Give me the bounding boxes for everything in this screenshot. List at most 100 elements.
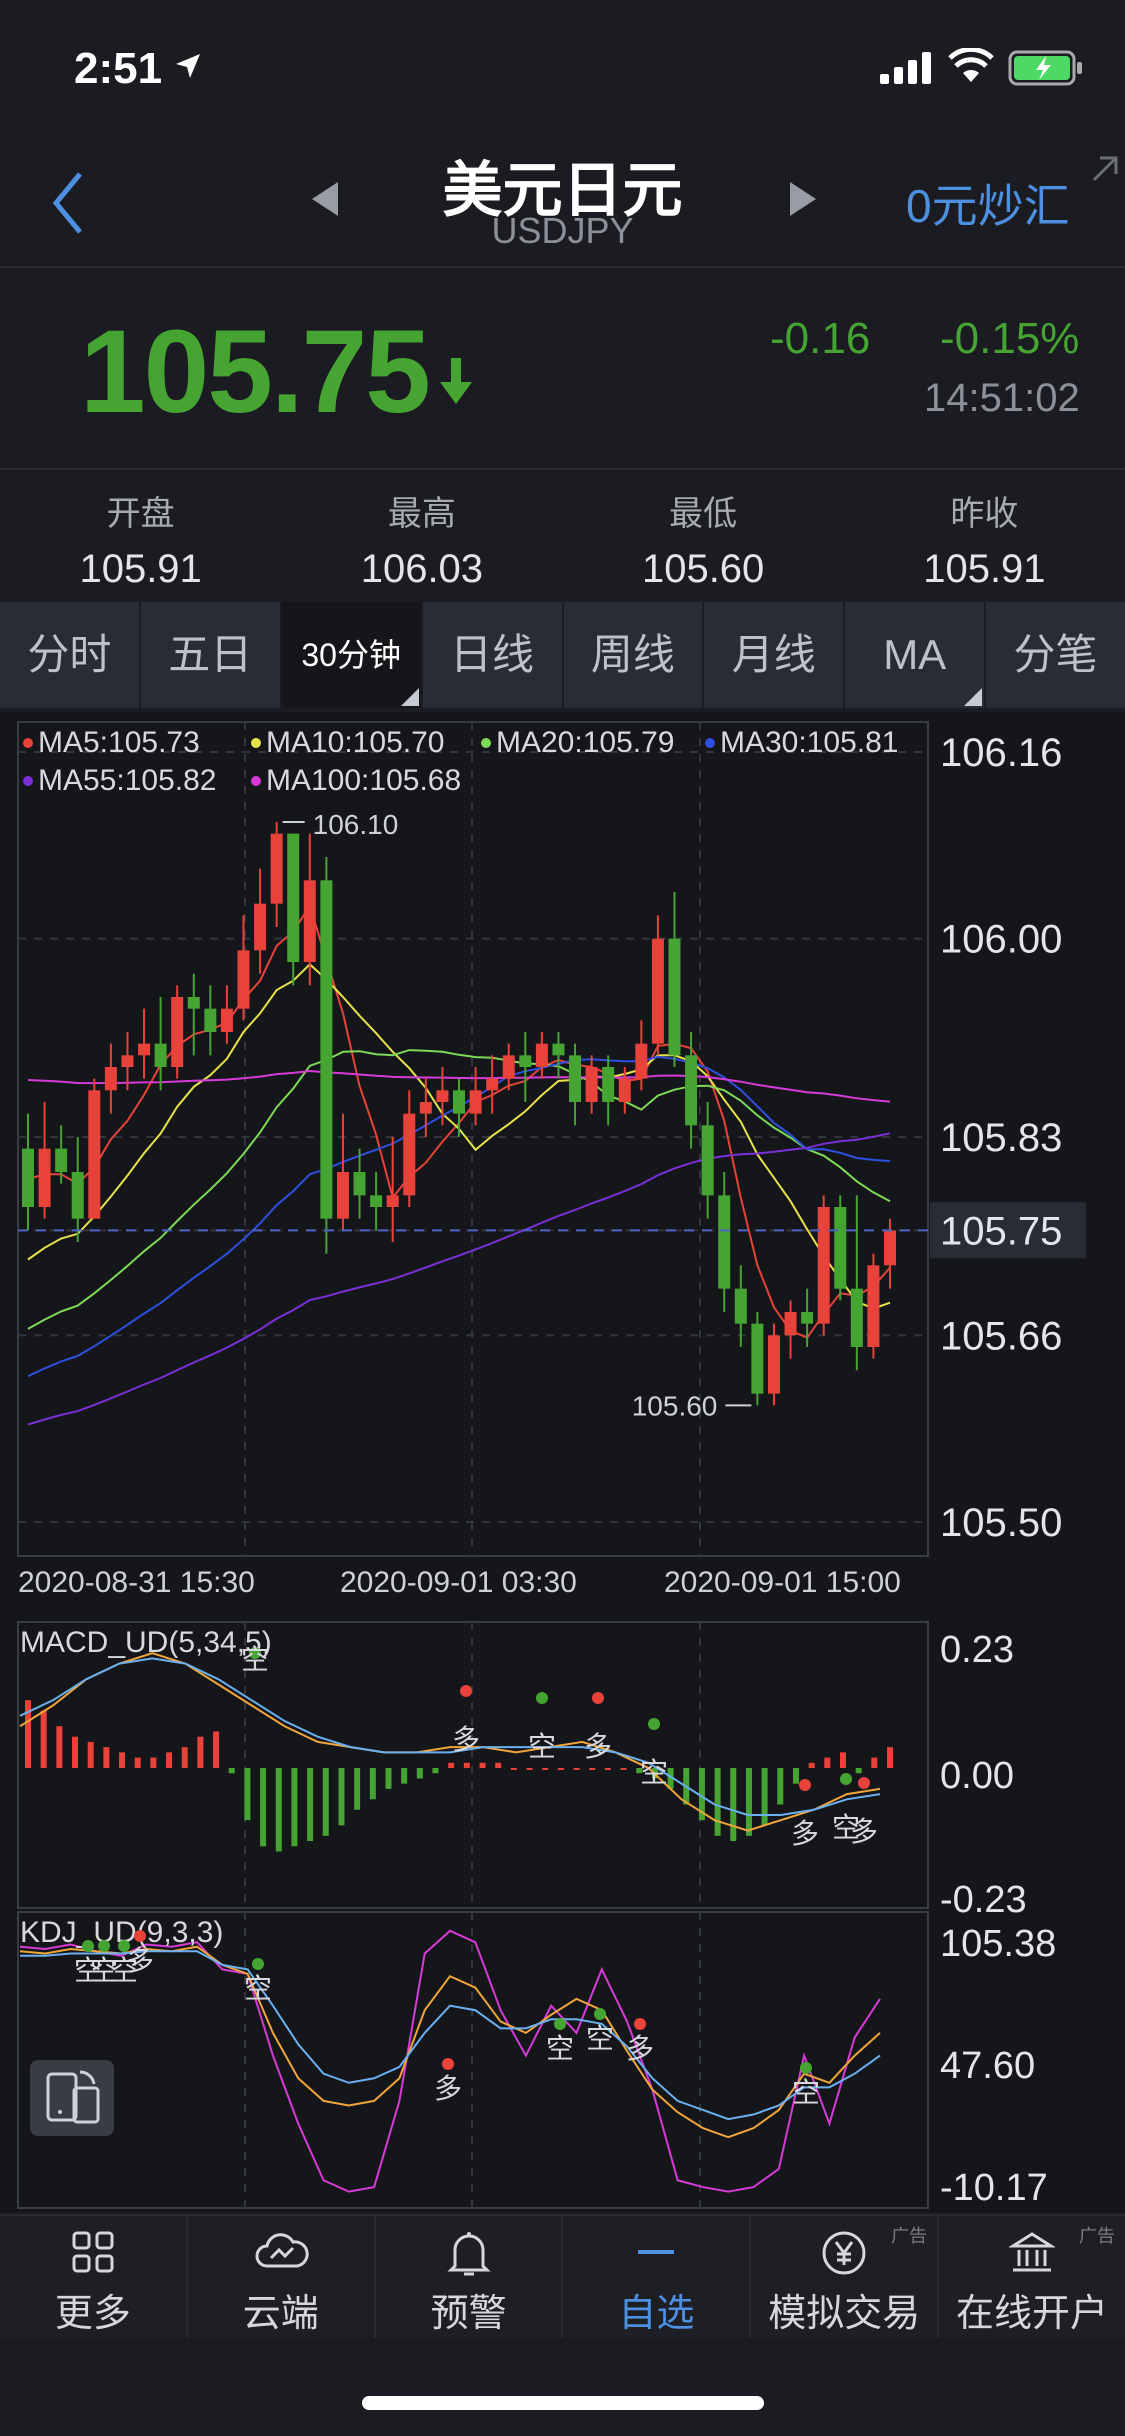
fx-trade-link[interactable]: 0元炒汇 xyxy=(906,180,1070,232)
tabbar-sim-trade[interactable]: 模拟交易 广告 xyxy=(751,2216,940,2338)
tabbar-more[interactable]: 更多 xyxy=(0,2216,188,2338)
macd-signal-dot xyxy=(648,1718,660,1730)
dropdown-corner-icon xyxy=(964,688,983,706)
ma-legend-label: MA30:105.81 xyxy=(720,726,898,759)
tab-intraday[interactable]: 分时 xyxy=(0,602,141,708)
kdj-signal-dot xyxy=(118,1940,130,1952)
signal-icon xyxy=(880,52,931,84)
macd-signal-label: 空 xyxy=(640,1757,668,1788)
stat-value: 105.91 xyxy=(79,547,202,591)
macd-histogram-bar xyxy=(260,1768,267,1847)
location-arrow-icon xyxy=(176,54,200,78)
macd-signal-label: 多 xyxy=(850,1816,878,1847)
chart-canvas[interactable]: 106.10 105.60 MA5:105.73 MA10:105.70 MA20:10… xyxy=(0,712,1125,2212)
stat-label: 开盘 xyxy=(106,495,175,533)
macd-histogram-bar xyxy=(25,1700,31,1768)
tab-30min[interactable]: 30分钟 xyxy=(281,602,423,708)
y-tick-label: 105.66 xyxy=(940,1314,1062,1358)
candle-body xyxy=(138,1043,151,1056)
tab-daily[interactable]: 日线 xyxy=(423,602,564,708)
low-label: 105.60 xyxy=(632,1390,718,1421)
tabbar-label: 云端 xyxy=(242,2293,319,2335)
candle-body xyxy=(55,1148,68,1172)
candle-body xyxy=(353,1172,366,1196)
tabbar-label: 模拟交易 xyxy=(768,2293,921,2335)
candle-body xyxy=(88,1090,101,1219)
macd-histogram-bar xyxy=(307,1768,314,1842)
candle-body xyxy=(104,1067,117,1091)
price-change: -0.16 xyxy=(770,314,871,363)
kdj-signal-label: 多 xyxy=(626,2033,654,2064)
stat-value: 106.03 xyxy=(360,547,484,591)
stat-label: 最低 xyxy=(669,495,738,533)
macd-signal-dot xyxy=(536,1692,548,1704)
next-symbol-icon[interactable] xyxy=(786,180,820,218)
kdj-signal-label: 空 xyxy=(792,2077,820,2108)
macd-histogram-bar xyxy=(777,1768,784,1805)
current-price: 105.75 xyxy=(80,306,431,438)
candle-body xyxy=(22,1148,34,1207)
macd-dif-line xyxy=(19,1652,881,1832)
page-title: 美元日元 xyxy=(442,157,683,224)
ma-legend-label: MA5:105.73 xyxy=(38,726,200,759)
candle-body xyxy=(884,1230,896,1266)
stat-open: 开盘 105.91 xyxy=(0,472,281,600)
macd-histogram-bar xyxy=(871,1757,878,1768)
y-tick-label: 106.00 xyxy=(940,918,1062,962)
candle-body xyxy=(320,880,333,1219)
chart-area[interactable]: 106.10 105.60 MA5:105.73 MA10:105.70 MA20:10… xyxy=(0,712,1125,2212)
tab-weekly[interactable]: 周线 xyxy=(564,602,705,708)
candle-body xyxy=(784,1312,797,1336)
stat-label: 最高 xyxy=(387,495,456,533)
tab-ticks[interactable]: 分笔 xyxy=(1013,631,1098,678)
ma-legend-dot xyxy=(251,776,261,786)
macd-histogram-bar xyxy=(87,1741,94,1768)
candle-body xyxy=(552,1043,565,1056)
ma-legend-label: MA10:105.70 xyxy=(266,726,444,759)
macd-histogram-bar xyxy=(463,1762,470,1768)
candle-body xyxy=(469,1090,482,1114)
tab-label: MA xyxy=(883,631,947,678)
quote-time: 14:51:02 xyxy=(924,376,1080,420)
macd-histogram-bar xyxy=(244,1768,251,1821)
tab-five-day[interactable]: 五日 xyxy=(141,602,282,708)
tabbar-cloud[interactable]: 云端 xyxy=(188,2216,376,2338)
macd-histogram-bar xyxy=(526,1768,533,1770)
landscape-toggle-button[interactable] xyxy=(30,2060,114,2136)
home-indicator xyxy=(362,2396,764,2410)
back-icon[interactable] xyxy=(44,168,94,238)
tabbar-open-account[interactable]: 在线开户 广告 xyxy=(939,2216,1125,2338)
bell-icon xyxy=(446,2232,491,2276)
macd-y-tick: 0.00 xyxy=(940,1755,1014,1797)
macd-histogram-bar xyxy=(698,1768,705,1821)
ad-badge: 广告 xyxy=(1078,2226,1115,2246)
macd-histogram-bar xyxy=(275,1768,282,1852)
macd-histogram-bar xyxy=(369,1768,376,1800)
status-time: 2:51 xyxy=(74,44,163,93)
prev-symbol-icon[interactable] xyxy=(308,180,342,218)
candle-body xyxy=(121,1055,134,1067)
candle-body xyxy=(502,1055,515,1079)
macd-histogram-bar xyxy=(448,1762,455,1768)
macd-histogram-bar xyxy=(354,1768,361,1810)
candle-body xyxy=(171,997,184,1067)
tab-indicator-ma[interactable]: MA xyxy=(845,602,987,708)
nav-header: 美元日元 USDJPY 0元炒汇 xyxy=(0,140,1125,268)
kdj-signal-dot xyxy=(594,2008,606,2020)
macd-y-tick: 0.23 xyxy=(940,1629,1014,1671)
tabbar-watchlist[interactable]: 自选 xyxy=(563,2216,752,2338)
stat-label: 昨收 xyxy=(950,495,1019,533)
kdj-signal-dot xyxy=(442,2058,454,2070)
macd-histogram-bar xyxy=(887,1747,893,1768)
macd-signal-dot xyxy=(858,1777,870,1789)
kdj-signal-label: 空 xyxy=(546,2033,574,2064)
tabbar-alert[interactable]: 预警 xyxy=(376,2216,564,2338)
macd-histogram-bar xyxy=(228,1768,235,1774)
cloud-icon xyxy=(255,2233,309,2268)
grid-icon xyxy=(72,2231,114,2273)
high-label: 106.10 xyxy=(313,809,399,840)
macd-histogram-bar xyxy=(40,1710,47,1768)
tab-monthly[interactable]: 月线 xyxy=(704,602,846,708)
candle-body xyxy=(336,1172,349,1219)
kdj-signal-label: 空 xyxy=(74,1955,102,1986)
